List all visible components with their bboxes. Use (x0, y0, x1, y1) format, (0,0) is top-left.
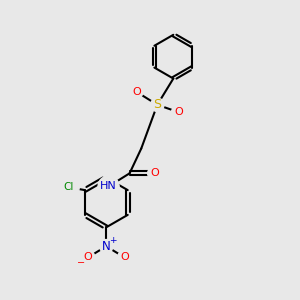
Text: O: O (120, 252, 129, 262)
Text: N: N (102, 240, 111, 253)
Circle shape (130, 85, 143, 98)
Circle shape (100, 239, 113, 253)
Circle shape (151, 98, 164, 112)
Text: O: O (174, 107, 183, 117)
Circle shape (172, 105, 185, 119)
Circle shape (82, 250, 95, 264)
Text: −: − (77, 258, 85, 268)
Text: +: + (109, 236, 116, 244)
Text: HN: HN (100, 182, 117, 191)
Text: Cl: Cl (64, 182, 74, 192)
Text: O: O (132, 87, 141, 97)
Circle shape (118, 250, 131, 264)
Text: O: O (84, 252, 92, 262)
Circle shape (98, 176, 119, 197)
Circle shape (148, 167, 161, 180)
Text: O: O (150, 168, 159, 178)
Text: S: S (153, 98, 161, 111)
Circle shape (58, 177, 79, 198)
